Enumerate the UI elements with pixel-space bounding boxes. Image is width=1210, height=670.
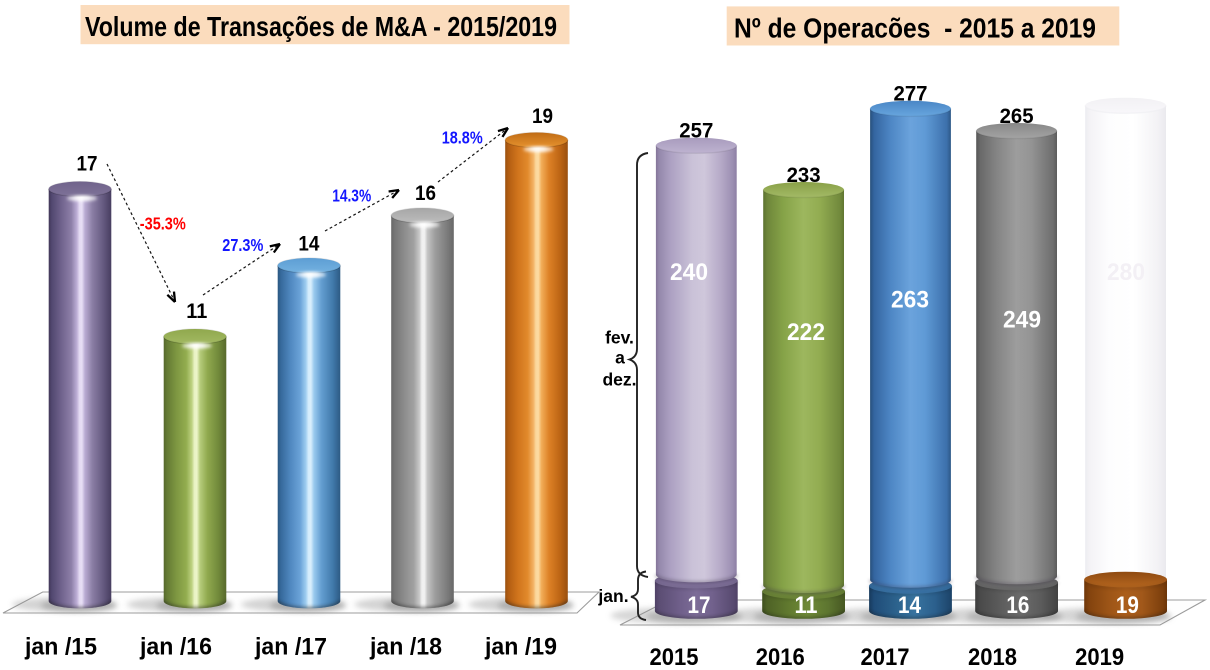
svg-text:Volume de Transações de M&A -: Volume de Transações de M&A - 2015/2019 [85,11,557,42]
svg-text:2019: 2019 [1075,644,1124,670]
svg-text:240: 240 [670,259,708,286]
svg-text:17: 17 [688,592,711,619]
svg-text:233: 233 [787,163,821,187]
svg-text:11: 11 [795,592,818,619]
svg-text:jan /19: jan /19 [484,634,557,661]
svg-text:17: 17 [77,152,98,176]
svg-text:14.3%: 14.3% [332,185,371,205]
svg-text:jan /15: jan /15 [24,634,97,661]
svg-text:jan /18: jan /18 [369,634,442,661]
svg-text:277: 277 [894,82,928,106]
svg-text:dez.: dez. [602,370,636,390]
svg-text:14: 14 [898,592,921,619]
svg-text:2018: 2018 [968,644,1017,670]
svg-text:fev.: fev. [605,328,634,348]
svg-text:a: a [615,348,625,368]
svg-text:257: 257 [679,119,713,143]
svg-text:2016: 2016 [756,644,805,670]
svg-text:19: 19 [1116,592,1139,619]
svg-text:19: 19 [532,104,553,128]
svg-text:2015: 2015 [650,644,699,670]
svg-text:222: 222 [787,319,825,346]
svg-text:18.8%: 18.8% [442,127,483,147]
svg-text:jan /17: jan /17 [254,634,327,661]
svg-text:jan.: jan. [597,586,628,606]
svg-text:11: 11 [186,299,207,323]
svg-text:-35.3%: -35.3% [140,214,186,234]
svg-text:2017: 2017 [861,644,910,670]
svg-text:265: 265 [1000,104,1034,128]
svg-text:jan /16: jan /16 [139,634,212,661]
svg-text:27.3%: 27.3% [222,235,263,255]
svg-text:263: 263 [891,287,929,314]
svg-text:16: 16 [1006,592,1029,619]
svg-text:16: 16 [415,181,436,205]
svg-text:14: 14 [298,232,319,256]
svg-text:Nº de Operacões - 2015 a 2019: Nº de Operacões - 2015 a 2019 [734,13,1096,44]
svg-text:280: 280 [1107,259,1145,286]
svg-text:249: 249 [1003,307,1041,334]
